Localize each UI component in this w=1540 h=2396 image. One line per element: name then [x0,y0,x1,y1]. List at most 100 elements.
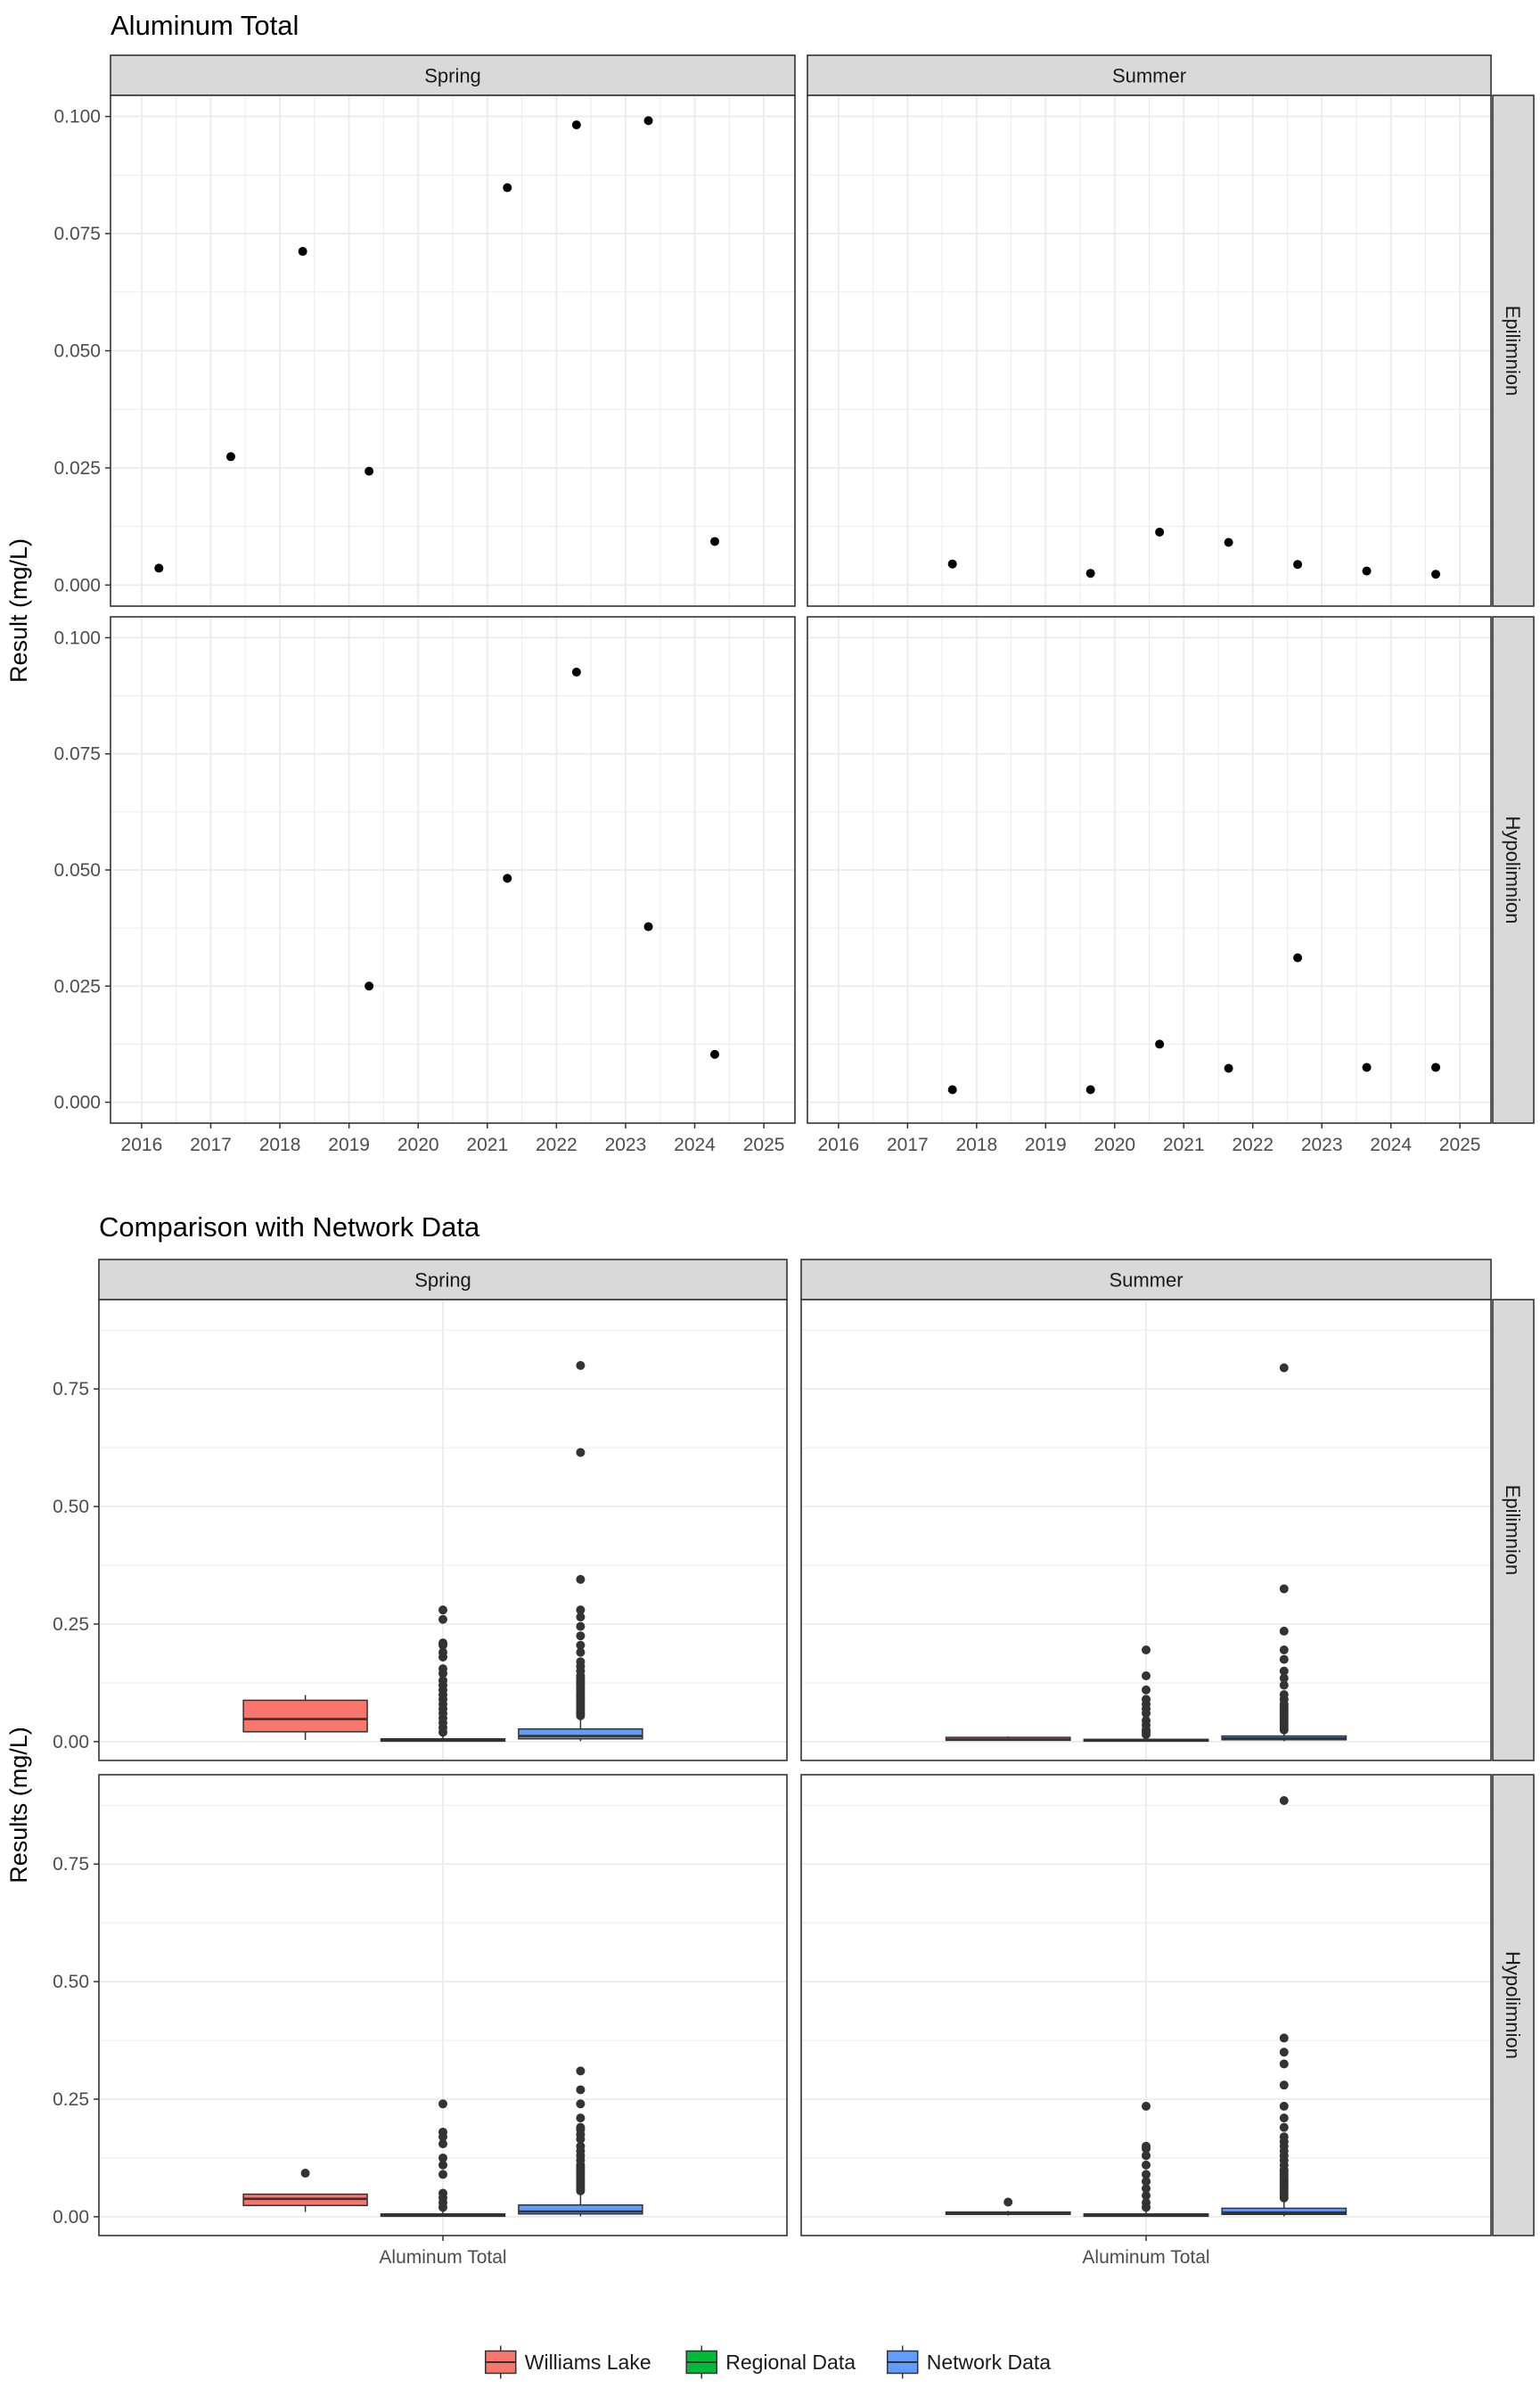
outlier-point [1142,2198,1151,2208]
outlier-point [438,1647,447,1657]
y-tick-label: 0.075 [53,744,101,765]
data-point [1224,1063,1233,1073]
outlier-point [1279,1690,1289,1700]
data-point [571,120,581,130]
outlier-point [1142,2191,1151,2201]
panel-border [807,94,1492,607]
outlier-point [438,2099,447,2109]
panel-border [98,1299,788,1761]
outlier-point [576,1631,586,1641]
outlier-point [438,2127,447,2137]
box-panel-spring-hypolimnion: 0.00 0.25 0.50 0.75 Aluminum Total [53,1774,788,2268]
outlier-point [1279,1796,1289,1806]
data-point [154,563,164,573]
data-point [947,1085,957,1095]
panel-border [807,616,1492,1124]
outlier-point [1279,2080,1289,2090]
x-tick-label: 2020 [397,1135,439,1155]
data-point [1362,1063,1372,1072]
outlier-point [1279,2047,1289,2057]
x-tick-label: 2022 [1232,1135,1274,1155]
x-tick-label: Aluminum Total [379,2247,506,2268]
y-tick-label: 0.50 [53,1497,89,1517]
outlier-point [1142,2177,1151,2187]
outlier-point [438,2160,447,2170]
data-point [1155,1039,1165,1049]
outlier-point [438,2139,447,2149]
scatter-strip-label-epilimnion: Epilimnion [1502,306,1524,397]
box-regional-data [1083,2101,1209,2218]
y-tick-label: 0.050 [53,341,101,362]
data-point [947,559,957,569]
box-strip-epilimnion [1492,1299,1535,1761]
data-point [710,1049,720,1059]
scatter-strip-label-hypolimnion: Hypolimnion [1502,816,1524,923]
outlier-point [438,1614,447,1624]
scatter-chart-title: Aluminum Total [111,10,299,41]
outlier-point [1279,1673,1289,1683]
outlier-point [1279,1666,1289,1676]
outlier-point [1142,2170,1151,2179]
box-williams-lake [945,1735,1071,1742]
scatter-y-axis-label: Result (mg/L) [5,538,32,683]
box-strip-spring [98,1259,788,1301]
data-point [298,247,307,257]
legend: Williams Lake Regional Data Network Data [485,2345,1051,2379]
data-point [1224,537,1233,547]
x-tick-label: 2025 [1439,1135,1481,1155]
legend-label: Williams Lake [525,2351,651,2374]
outlier-point [438,1605,447,1615]
x-tick-label: 2016 [121,1135,163,1155]
y-tick-label: 0.100 [53,107,101,127]
scatter-strip-summer [807,54,1492,96]
outlier-point [576,1647,586,1657]
outlier-point [1279,2132,1289,2142]
outlier-point [300,2169,310,2179]
data-point [1431,570,1441,579]
data-point [225,452,235,462]
y-tick-label: 0.000 [53,1093,101,1113]
x-tick-label: 2024 [1370,1135,1412,1155]
outlier-point [1279,1363,1289,1373]
box-strip-summer [800,1259,1492,1301]
outlier-point [1279,2122,1289,2132]
outlier-point [438,2153,447,2162]
outlier-point [576,1621,586,1631]
outlier-point [576,1360,586,1370]
box-chart-title: Comparison with Network Data [99,1211,480,1243]
outlier-point [576,2122,586,2132]
outlier-point [1142,2151,1151,2161]
outlier-point [1142,2184,1151,2194]
scatter-strip-spring [110,54,796,96]
data-point [1085,569,1095,578]
y-tick-label: 0.000 [53,575,101,595]
data-point [503,874,512,883]
box-network-data [518,2066,643,2217]
outlier-point [438,1664,447,1674]
box-network-data [1221,1363,1348,1742]
y-tick-label: 0.75 [53,1854,89,1875]
data-point [1293,560,1303,570]
scatter-panel-spring-hypolimnion: 0.000 0.025 0.050 0.075 0.100 2016 2017 2018 201… [53,616,796,1155]
y-tick-label: 0.100 [53,628,101,648]
box-strip-label-epilimnion: Epilimnion [1502,1485,1524,1576]
outlier-point [576,1605,586,1615]
box-iqr [518,2203,643,2215]
outlier-point [1279,2059,1289,2069]
outlier-point [438,1676,447,1686]
outlier-point [576,2113,586,2123]
box-strip-label-spring: Spring [414,1269,471,1292]
scatter-facet-grid: Spring SummerEpilimnionHypolimnion0.0000.… [53,54,1535,1155]
outlier-point [576,1657,586,1667]
y-tick-label: 0.025 [53,976,101,997]
outlier-point [438,2170,447,2179]
data-point [643,116,653,126]
outlier-point [576,1448,586,1457]
data-point [365,981,374,991]
data-point [1085,1085,1095,1095]
scatter-strip-hypolimnion [1492,616,1535,1124]
scatter-panel-spring-epilimnion: 0.000 0.025 0.050 0.075 0.100 [53,94,796,607]
x-tick-label: Aluminum Total [1082,2247,1209,2268]
x-tick-label: 2020 [1094,1135,1135,1155]
